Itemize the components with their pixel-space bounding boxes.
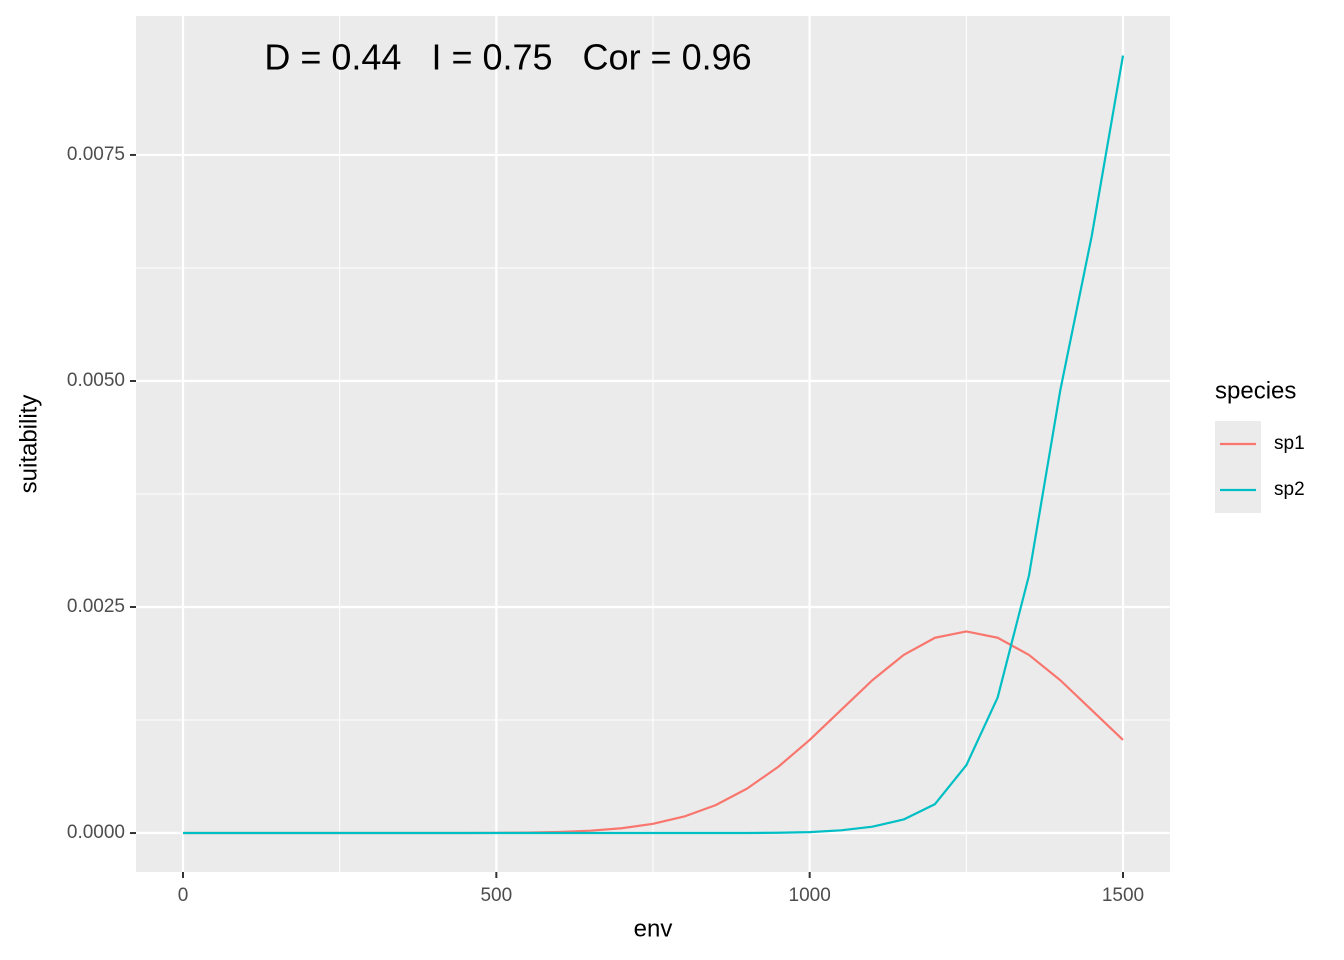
x-tick-label: 1000 — [789, 885, 831, 906]
y-tick-label: 0.0075 — [67, 144, 125, 165]
y-tick-label: 0.0000 — [67, 822, 125, 843]
x-tick-label: 1500 — [1102, 885, 1144, 906]
legend-title: species — [1215, 377, 1296, 404]
legend: sp1 sp2 — [1215, 421, 1305, 513]
legend-label: sp1 — [1274, 433, 1305, 454]
annotation: D = 0.44 I = 0.75 Cor = 0.96 — [264, 37, 751, 78]
y-tick-label: 0.0025 — [67, 596, 125, 617]
series-line — [183, 55, 1125, 835]
y-axis-label: suitability — [15, 395, 42, 494]
y-tick-label: 0.0050 — [67, 370, 125, 391]
x-tick-label: 0 — [178, 885, 189, 906]
lines — [183, 55, 1125, 835]
x-axis-label: env — [634, 915, 673, 942]
legend-label: sp2 — [1274, 479, 1305, 500]
x-tick-label: 500 — [480, 885, 512, 906]
